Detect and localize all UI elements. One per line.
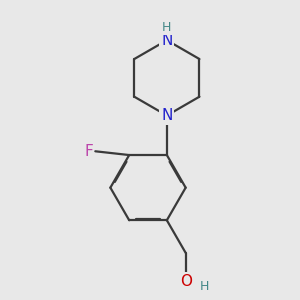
Text: O: O — [180, 274, 192, 289]
Text: N: N — [161, 33, 172, 48]
Text: N: N — [161, 108, 172, 123]
Text: F: F — [84, 144, 93, 159]
Text: H: H — [162, 21, 172, 34]
Text: H: H — [200, 280, 209, 293]
